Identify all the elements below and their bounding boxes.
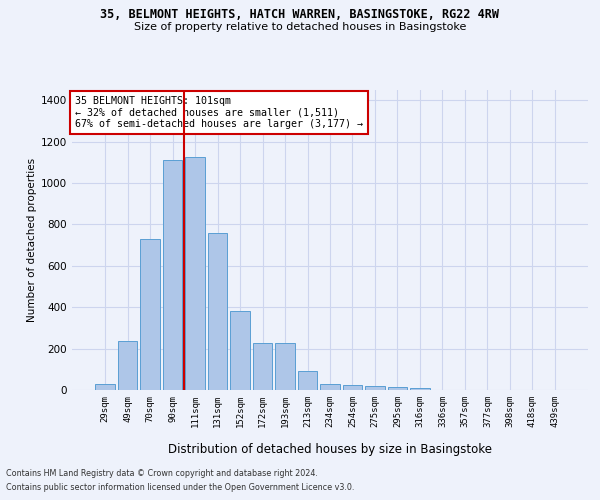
Bar	[118, 342, 137, 390]
Y-axis label: Number of detached properties: Number of detached properties	[27, 158, 37, 322]
Bar	[95, 384, 115, 390]
Bar	[185, 157, 205, 390]
Text: Distribution of detached houses by size in Basingstoke: Distribution of detached houses by size …	[168, 442, 492, 456]
Bar	[365, 386, 385, 390]
Text: Size of property relative to detached houses in Basingstoke: Size of property relative to detached ho…	[134, 22, 466, 32]
Bar	[388, 387, 407, 390]
Bar	[163, 160, 182, 390]
Text: Contains HM Land Registry data © Crown copyright and database right 2024.: Contains HM Land Registry data © Crown c…	[6, 468, 318, 477]
Text: Contains public sector information licensed under the Open Government Licence v3: Contains public sector information licen…	[6, 484, 355, 492]
Text: 35 BELMONT HEIGHTS: 101sqm
← 32% of detached houses are smaller (1,511)
67% of s: 35 BELMONT HEIGHTS: 101sqm ← 32% of deta…	[74, 96, 362, 129]
Bar	[208, 233, 227, 390]
Bar	[298, 372, 317, 390]
Bar	[275, 344, 295, 390]
Bar	[253, 344, 272, 390]
Bar	[343, 385, 362, 390]
Text: 35, BELMONT HEIGHTS, HATCH WARREN, BASINGSTOKE, RG22 4RW: 35, BELMONT HEIGHTS, HATCH WARREN, BASIN…	[101, 8, 499, 20]
Bar	[410, 388, 430, 390]
Bar	[140, 239, 160, 390]
Bar	[320, 384, 340, 390]
Bar	[230, 312, 250, 390]
